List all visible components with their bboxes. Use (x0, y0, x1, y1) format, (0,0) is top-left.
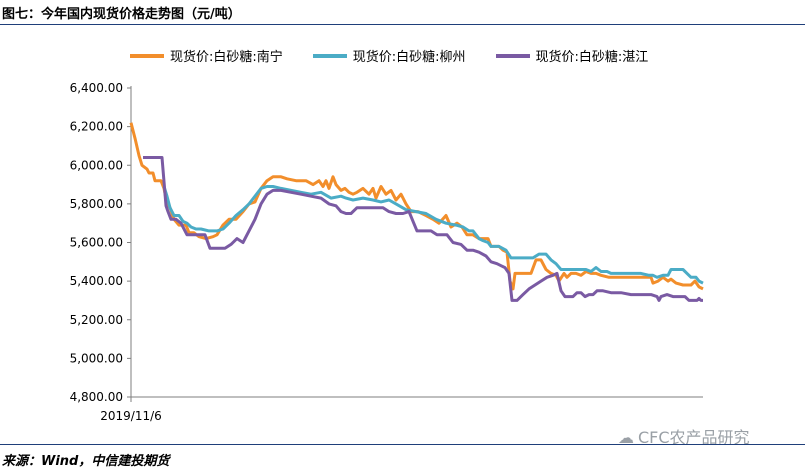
y-tick-label: 5,400.00 (70, 274, 123, 288)
chart-series (129, 122, 704, 302)
figure-title: 图七：今年国内现货价格走势图（元/吨） (2, 7, 241, 22)
y-tick-label: 6,000.00 (70, 158, 123, 172)
y-tick-label: 6,200.00 (70, 120, 123, 134)
legend-label-liuzhou: 现货价:白砂糖:柳州 (352, 50, 466, 65)
y-tick-label: 5,800.00 (70, 197, 123, 211)
x-tick-label: 2019/11/6 (100, 409, 162, 423)
legend-label-zhanjiang: 现货价:白砂糖:湛江 (535, 50, 649, 65)
y-tick-label: 6,400.00 (70, 81, 123, 95)
source-note: 来源：Wind，中信建投期货 (2, 454, 170, 469)
series-line-nanning (129, 122, 704, 291)
y-tick-label: 4,800.00 (70, 390, 123, 404)
legend-item-zhanjiang: 现货价:白砂糖:湛江 (495, 46, 649, 65)
chart-legend: 现货价:白砂糖:南宁 现货价:白砂糖:柳州 现货价:白砂糖:湛江 (130, 46, 648, 65)
series-line-zhanjiang (143, 156, 703, 302)
watermark: ☁ CFC农产品研究 (618, 424, 750, 448)
y-tick-label: 5,600.00 (70, 236, 123, 250)
legend-swatch-liuzhou (312, 53, 347, 58)
series-line-liuzhou (162, 185, 704, 285)
watermark-text: CFC农产品研究 (638, 428, 750, 447)
chart-axes: 4,800.00 5,000.00 5,200.00 5,400.00 5,600.00… (70, 81, 703, 423)
y-tick-label: 5,000.00 (70, 351, 123, 365)
footer-rule (0, 444, 805, 445)
y-tick-label: 5,200.00 (70, 313, 123, 327)
legend-swatch-nanning (130, 53, 164, 58)
legend-label-nanning: 现货价:白砂糖:南宁 (170, 50, 283, 65)
legend-item-liuzhou: 现货价:白砂糖:柳州 (312, 46, 466, 65)
legend-item-nanning: 现货价:白砂糖:南宁 (130, 46, 283, 65)
header-rule (0, 24, 805, 25)
legend-swatch-zhanjiang (495, 53, 530, 58)
wechat-icon: ☁ (618, 428, 634, 447)
